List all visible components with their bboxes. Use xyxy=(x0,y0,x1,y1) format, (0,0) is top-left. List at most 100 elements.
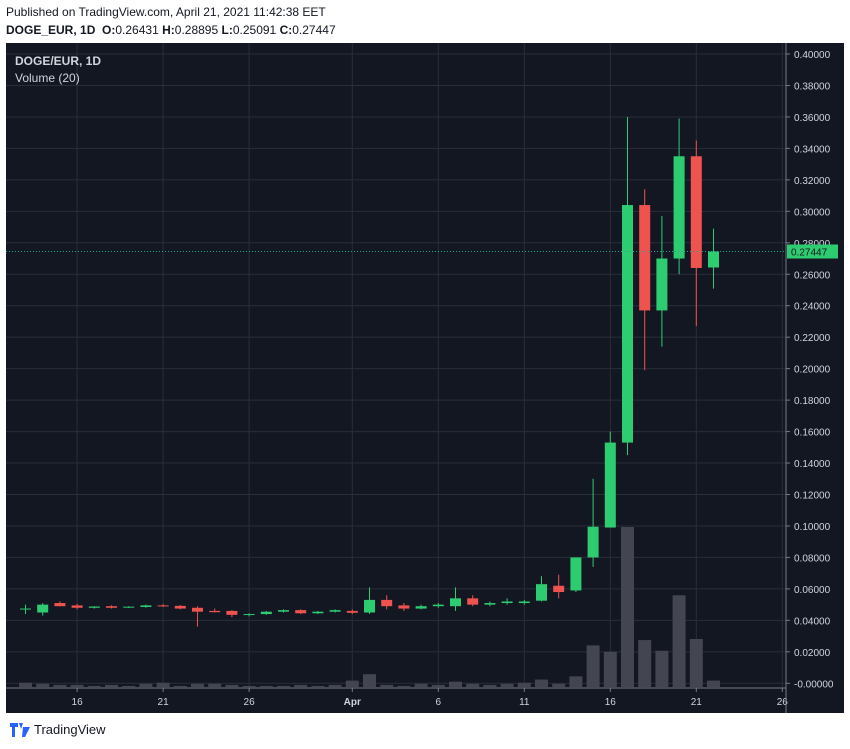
volume-bar xyxy=(552,683,566,687)
y-tick-label: 0.14000 xyxy=(794,459,831,470)
volume-legend: Volume (20) xyxy=(15,71,80,85)
candle-down xyxy=(54,603,66,607)
chart-title: DOGE/EUR, 1D xyxy=(15,54,102,68)
volume-bar xyxy=(156,682,170,687)
volume-bar xyxy=(70,684,84,687)
volume-bar xyxy=(500,683,514,687)
volume-bar xyxy=(122,685,136,687)
volume-bar xyxy=(242,685,256,687)
volume-bar xyxy=(380,684,394,687)
candle-down xyxy=(192,607,203,612)
y-tick-label: 0.40000 xyxy=(794,50,831,61)
volume-bar xyxy=(139,683,153,687)
y-tick-label: 0.20000 xyxy=(794,365,831,376)
candle-up xyxy=(604,442,616,528)
x-tick-label: 26 xyxy=(777,697,789,708)
candle-up xyxy=(622,205,633,443)
y-tick-label: 0.28000 xyxy=(794,239,831,250)
candle-up xyxy=(450,598,461,607)
symbol-label: DOGE_EUR, 1D xyxy=(6,23,96,37)
candle-up xyxy=(37,604,49,613)
volume-bar xyxy=(603,651,617,687)
y-tick-label: 0.36000 xyxy=(794,113,831,124)
candle-down xyxy=(226,610,238,615)
candle-up xyxy=(260,611,272,615)
candle-down xyxy=(157,605,169,607)
x-tick-label: 21 xyxy=(158,697,170,708)
volume-bar xyxy=(414,683,428,687)
y-tick-label: 0.18000 xyxy=(794,396,831,407)
volume-bar xyxy=(655,650,669,687)
candle-down xyxy=(467,598,479,605)
y-tick-label: 0.38000 xyxy=(794,81,831,92)
y-tick-label: 0.04000 xyxy=(794,616,831,627)
candle-up xyxy=(536,584,547,601)
candle-down xyxy=(174,605,186,609)
x-tick-label: 26 xyxy=(244,697,256,708)
y-tick-label: -0.00000 xyxy=(794,679,834,690)
volume-bar xyxy=(707,680,720,687)
open-label: O: xyxy=(102,23,116,37)
y-tick-label: 0.10000 xyxy=(794,522,831,533)
x-tick-label: 21 xyxy=(691,697,703,708)
y-tick-label: 0.30000 xyxy=(794,207,831,218)
candle-up xyxy=(278,610,289,612)
chart-background xyxy=(6,43,844,713)
y-tick-label: 0.08000 xyxy=(794,553,831,564)
volume-bar xyxy=(586,645,600,687)
close-label: C: xyxy=(279,23,293,37)
footer-brand-label: TradingView xyxy=(34,722,106,737)
volume-bar xyxy=(621,527,634,687)
volume-bar xyxy=(466,683,480,687)
candle-up xyxy=(140,605,152,607)
ohlc-line: DOGE_EUR, 1D O:0.26431 H:0.28895 L:0.250… xyxy=(6,23,336,37)
candle-up xyxy=(20,608,31,610)
candle-down xyxy=(553,585,565,593)
y-tick-label: 0.24000 xyxy=(794,302,831,313)
volume-bar xyxy=(517,682,531,687)
x-tick-label: 11 xyxy=(519,697,530,708)
volume-bar xyxy=(363,674,376,687)
volume-bar xyxy=(431,684,445,687)
y-tick-label: 0.06000 xyxy=(794,585,831,596)
high-value: 0.28895 xyxy=(174,23,219,37)
close-value: 0.27447 xyxy=(292,23,336,37)
volume-bar xyxy=(87,685,101,687)
candle-up xyxy=(656,258,668,311)
y-tick-label: 0.26000 xyxy=(794,270,831,281)
candle-down xyxy=(346,610,358,613)
volume-bar xyxy=(173,685,187,687)
volume-bar xyxy=(225,684,239,687)
y-tick-label: 0.16000 xyxy=(794,428,831,439)
volume-bar xyxy=(191,683,204,687)
x-tick-label: 16 xyxy=(72,697,84,708)
volume-bar xyxy=(277,685,290,687)
volume-bar xyxy=(638,640,652,687)
candle-down xyxy=(106,606,117,608)
volume-bar xyxy=(311,685,325,687)
volume-bar xyxy=(328,684,342,687)
open-value: 0.26431 xyxy=(115,23,159,37)
candle-up xyxy=(243,614,255,616)
volume-bar xyxy=(449,681,462,687)
candle-up xyxy=(432,604,444,607)
volume-bar xyxy=(19,682,32,687)
candle-up xyxy=(415,606,427,609)
candle-down xyxy=(295,610,307,614)
high-label: H: xyxy=(162,23,175,37)
candle-up xyxy=(501,601,513,604)
candle-down xyxy=(71,605,83,608)
published-line: Published on TradingView.com, April 21, … xyxy=(6,5,326,19)
candle-up xyxy=(570,557,582,591)
x-tick-label: Apr xyxy=(344,697,361,708)
volume-bar xyxy=(569,676,583,687)
last-price-badge xyxy=(787,244,838,259)
candle-up xyxy=(88,606,100,608)
candle-down xyxy=(690,156,702,268)
x-tick-label: 16 xyxy=(605,697,617,708)
candle-down xyxy=(398,605,410,609)
volume-bar xyxy=(672,595,686,687)
candle-up xyxy=(312,611,324,614)
footer-brand[interactable]: TradingView xyxy=(10,722,106,737)
